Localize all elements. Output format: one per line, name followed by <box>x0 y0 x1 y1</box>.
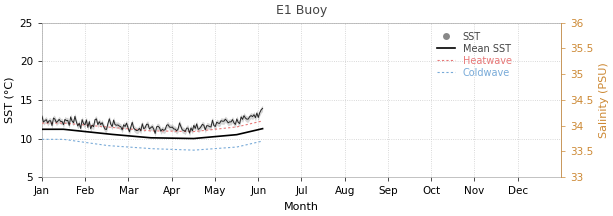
Y-axis label: SST (°C): SST (°C) <box>4 77 14 123</box>
Title: E1 Buoy: E1 Buoy <box>276 4 327 17</box>
Legend: SST, Mean SST, Heatwave, Coldwave: SST, Mean SST, Heatwave, Coldwave <box>435 29 515 81</box>
X-axis label: Month: Month <box>284 202 319 212</box>
Y-axis label: Salinity (PSU): Salinity (PSU) <box>599 62 609 138</box>
